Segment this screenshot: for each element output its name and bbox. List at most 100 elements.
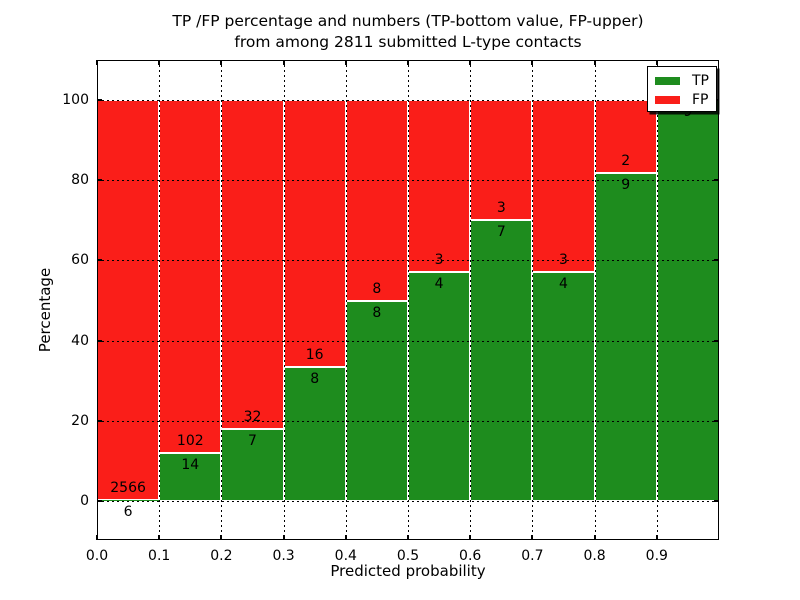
- tick-mark: [655, 60, 658, 65]
- x-tick-label: 0.7: [521, 548, 544, 564]
- x-tick-label: 0.1: [148, 548, 171, 564]
- bar-tp: [532, 271, 595, 501]
- annotation-fp: 2566: [110, 480, 146, 497]
- x-tick-label: 0.4: [334, 548, 357, 564]
- grid-line-horizontal: [97, 420, 719, 422]
- tick-mark: [655, 535, 658, 540]
- tick-mark: [469, 535, 472, 540]
- bar-tp: [221, 429, 284, 501]
- annotation-tp: 14: [181, 456, 200, 473]
- tick-mark: [97, 99, 102, 101]
- bar-tp: [470, 220, 533, 501]
- bar-fp: [159, 100, 222, 453]
- annotation-tp: 7: [496, 224, 506, 241]
- tick-mark: [407, 60, 409, 65]
- x-tick-label: 0.6: [459, 548, 482, 564]
- tick-mark: [96, 60, 98, 65]
- annotation-fp: 3: [559, 251, 568, 268]
- x-tick-label: 0.3: [272, 548, 295, 564]
- grid-line-horizontal: [97, 180, 719, 182]
- annotation-fp: 8: [372, 280, 382, 297]
- x-tick-label: 0.5: [396, 548, 420, 564]
- grid-line-vertical: [408, 60, 409, 540]
- chart-title-line2: from among 2811 submitted L-type contact…: [234, 33, 582, 51]
- tick-mark: [593, 60, 596, 65]
- y-tick-label: 20: [71, 412, 89, 429]
- bar-tp: [408, 271, 471, 501]
- bar-fp: [532, 100, 595, 272]
- annotation-tp: 9: [683, 104, 693, 120]
- legend: TP FP: [647, 66, 717, 112]
- annotation-tp: 8: [310, 371, 320, 388]
- annotation-fp: 32: [243, 409, 262, 426]
- bar-tp: [283, 367, 346, 501]
- tick-mark: [97, 500, 102, 502]
- grid-line-horizontal: [97, 100, 719, 101]
- grid-line-horizontal: [97, 340, 719, 342]
- grid-line-vertical: [594, 60, 596, 540]
- annotation-tp: 6: [123, 504, 133, 521]
- grid-line-vertical: [221, 60, 223, 540]
- tick-mark: [97, 259, 102, 262]
- annotation-fp: 3: [434, 251, 444, 268]
- x-tick-label: 0.0: [85, 548, 109, 564]
- tp-swatch-icon: [655, 76, 680, 85]
- tick-mark: [714, 339, 719, 342]
- grid-line-vertical: [532, 60, 534, 540]
- tick-mark: [97, 179, 102, 182]
- annotation-tp: 9: [621, 176, 631, 193]
- tick-mark: [220, 535, 223, 540]
- annotation-fp: 16: [305, 347, 324, 364]
- grid-line-horizontal: [97, 260, 719, 262]
- annotation-tp: 8: [372, 304, 382, 321]
- y-tick-label: 0: [80, 493, 89, 509]
- bar-tp: [97, 500, 160, 502]
- tick-mark: [714, 500, 719, 502]
- tick-mark: [469, 60, 472, 65]
- tick-mark: [531, 535, 534, 540]
- tick-mark: [282, 60, 285, 65]
- x-tick-label: 0.9: [645, 548, 668, 564]
- tick-mark: [282, 535, 285, 540]
- tick-mark: [593, 535, 596, 540]
- tick-mark: [344, 60, 347, 65]
- tick-mark: [531, 60, 534, 65]
- annotation-tp: 7: [248, 433, 257, 450]
- bar-fp: [283, 100, 346, 368]
- y-tick-label: 40: [71, 332, 89, 349]
- tick-mark: [714, 179, 719, 182]
- bar-fp: [345, 100, 408, 301]
- annotation-fp: 3: [496, 200, 506, 217]
- grid-line-vertical: [159, 60, 161, 540]
- chart-title: TP /FP percentage and numbers (TP-bottom…: [97, 11, 719, 53]
- legend-label-tp: TP: [692, 72, 709, 89]
- annotation-tp: 4: [434, 275, 444, 292]
- y-tick-label: 60: [71, 252, 89, 269]
- tick-mark: [158, 60, 161, 65]
- tick-mark: [220, 60, 223, 65]
- bar-tp: [345, 300, 408, 501]
- grid-line-vertical: [470, 60, 472, 540]
- tick-mark: [158, 535, 161, 540]
- plot-area: 0 20 40 60 80 100 0.0 0.1 0.2 0.3 0.4 0.5 0.6 0.7 0.8 0…: [62, 60, 719, 564]
- tick-mark: [407, 535, 409, 540]
- x-axis-label: Predicted probability: [330, 562, 486, 580]
- grid-line-horizontal: [97, 501, 719, 502]
- annotation-fp: 2: [621, 152, 631, 169]
- legend-entry-tp: TP: [655, 71, 716, 90]
- tick-mark: [714, 259, 719, 262]
- tick-mark: [96, 535, 98, 540]
- legend-entry-fp: FP: [655, 90, 716, 109]
- bar-fp: [97, 100, 160, 501]
- x-tick-label: 0.2: [210, 548, 233, 564]
- grid-line-vertical: [656, 60, 658, 540]
- y-tick-label: 80: [71, 172, 89, 189]
- tick-mark: [97, 339, 102, 342]
- bar-tp: [594, 172, 657, 501]
- bar-tp: [656, 100, 719, 501]
- tick-mark: [714, 419, 719, 422]
- bar-fp: [221, 100, 284, 430]
- grid-line-vertical: [283, 60, 285, 540]
- grid-line-vertical: [345, 60, 347, 540]
